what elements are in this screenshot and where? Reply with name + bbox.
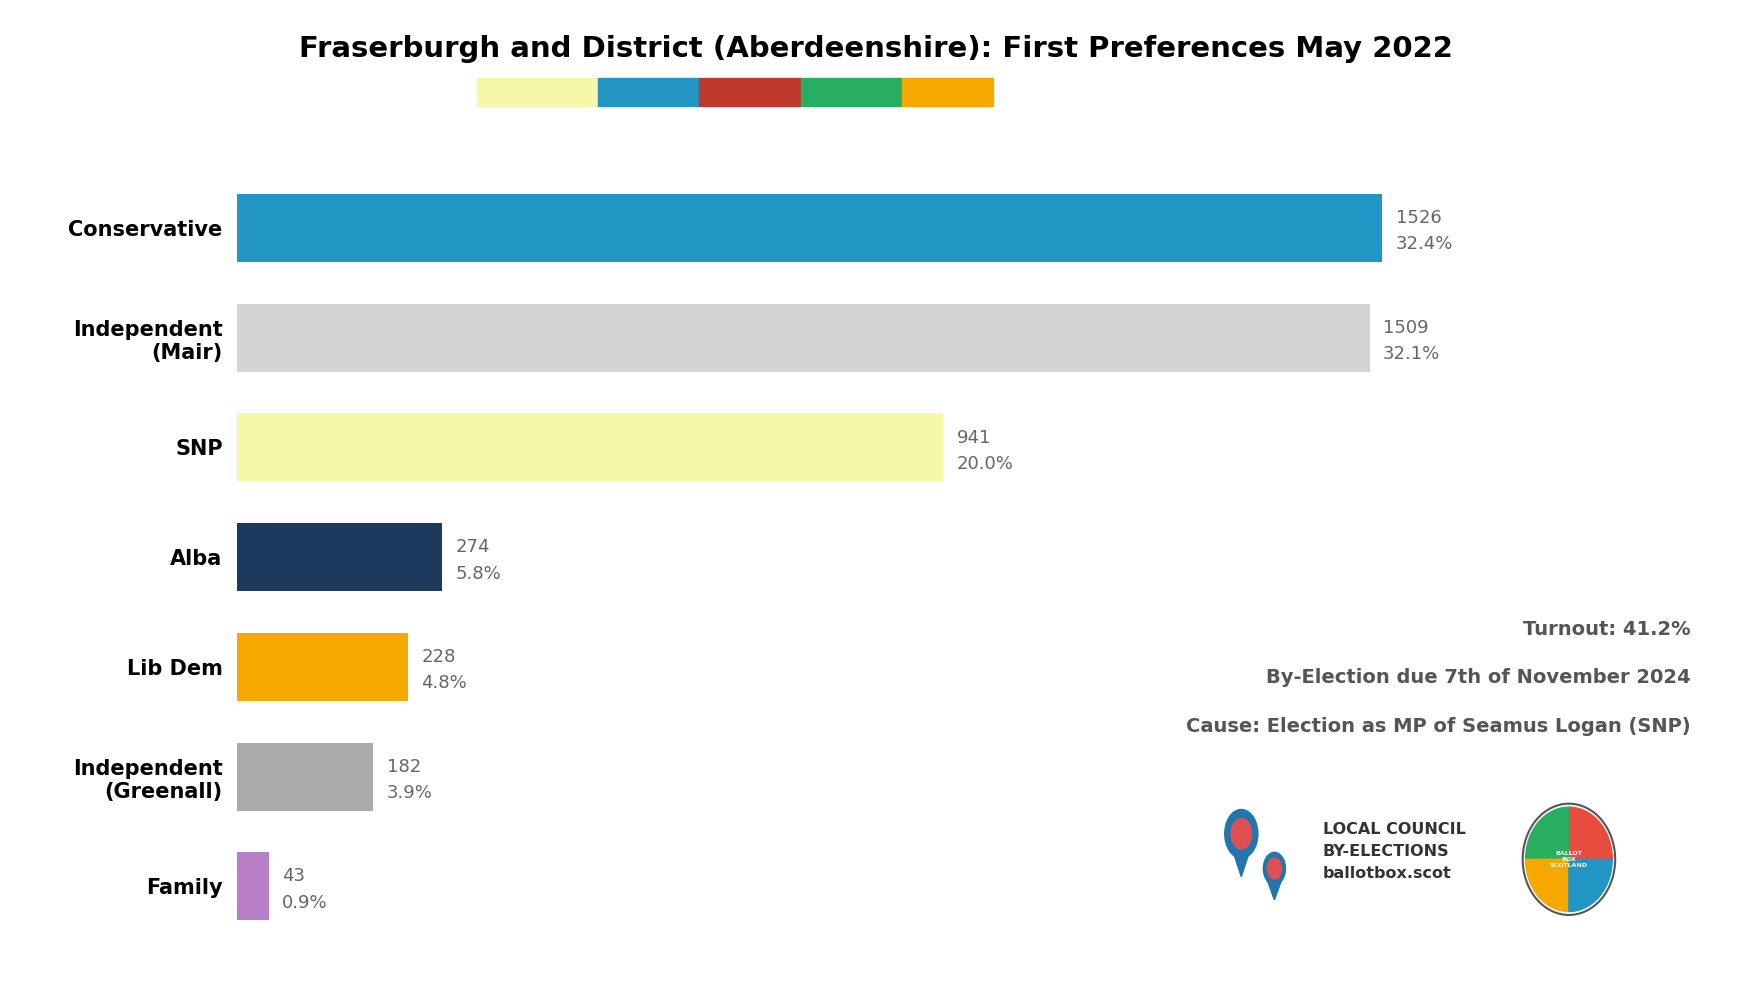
Text: 941: 941	[957, 428, 992, 447]
Wedge shape	[1526, 859, 1570, 911]
Text: By-Election due 7th of November 2024: By-Election due 7th of November 2024	[1267, 668, 1691, 687]
Text: 20.0%: 20.0%	[957, 455, 1013, 473]
Text: 228: 228	[420, 648, 456, 666]
Text: 3.9%: 3.9%	[387, 784, 433, 802]
Ellipse shape	[1225, 809, 1258, 858]
Ellipse shape	[1263, 853, 1286, 885]
Text: 4.8%: 4.8%	[420, 674, 468, 692]
Bar	[237, 523, 442, 591]
Circle shape	[1232, 818, 1251, 849]
Text: 1526: 1526	[1396, 209, 1442, 227]
Text: 32.4%: 32.4%	[1396, 236, 1452, 253]
Wedge shape	[1570, 859, 1612, 911]
Text: 5.8%: 5.8%	[456, 564, 501, 583]
Text: 32.1%: 32.1%	[1382, 345, 1440, 363]
Text: BALLOT
BOX
SCOTLAND: BALLOT BOX SCOTLAND	[1551, 851, 1587, 868]
Wedge shape	[1570, 807, 1612, 859]
Text: Cause: Election as MP of Seamus Logan (SNP): Cause: Election as MP of Seamus Logan (S…	[1186, 717, 1691, 736]
Polygon shape	[1267, 878, 1282, 900]
Bar	[237, 633, 408, 701]
Text: Turnout: 41.2%: Turnout: 41.2%	[1522, 620, 1691, 639]
Circle shape	[1267, 858, 1281, 879]
Bar	[237, 853, 268, 920]
Bar	[237, 303, 1370, 372]
Text: 1509: 1509	[1382, 319, 1428, 337]
Text: 274: 274	[456, 538, 491, 556]
Text: 0.9%: 0.9%	[282, 894, 328, 912]
Text: 43: 43	[282, 868, 305, 885]
Text: LOCAL COUNCIL
BY-ELECTIONS
ballotbox.scot: LOCAL COUNCIL BY-ELECTIONS ballotbox.sco…	[1323, 823, 1466, 881]
Bar	[237, 413, 943, 482]
Wedge shape	[1526, 807, 1570, 859]
Bar	[237, 194, 1382, 262]
Bar	[237, 743, 373, 810]
Polygon shape	[1232, 848, 1251, 877]
Text: 182: 182	[387, 758, 420, 776]
Text: Fraserburgh and District (Aberdeenshire): First Preferences May 2022: Fraserburgh and District (Aberdeenshire)…	[300, 35, 1452, 64]
